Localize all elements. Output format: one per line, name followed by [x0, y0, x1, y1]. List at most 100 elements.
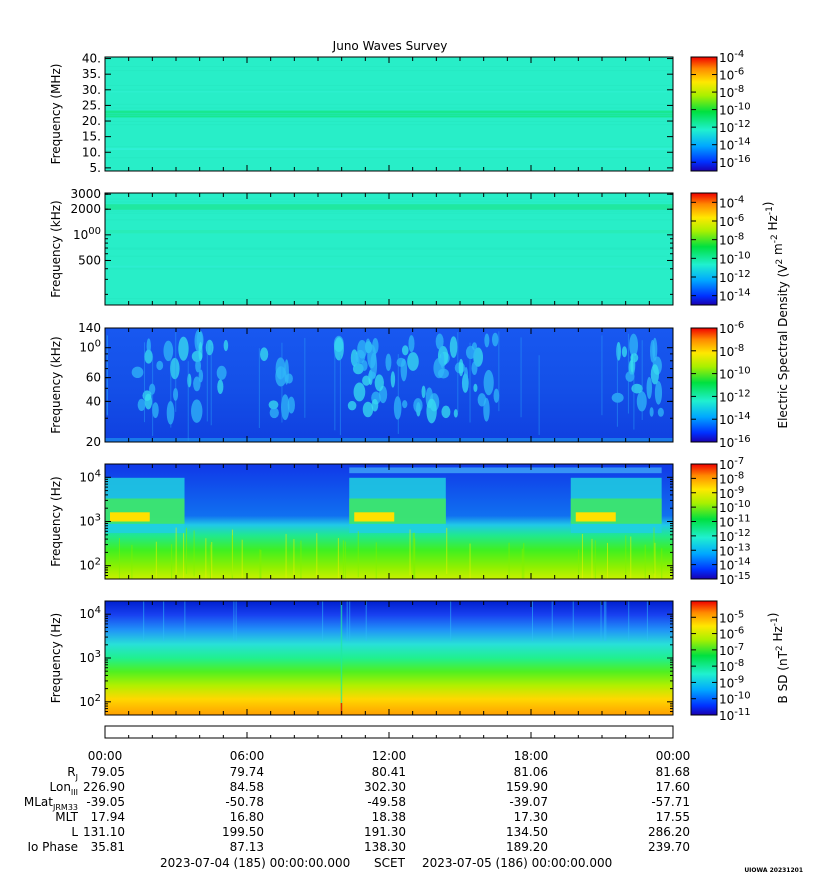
ephemeris-value: 159.90: [506, 780, 548, 794]
y-tick-label: 10.: [82, 145, 101, 159]
y-tick-label: 103: [79, 649, 101, 665]
y-tick-label: 20: [86, 435, 101, 449]
y-tick-label: 103: [79, 513, 101, 529]
colorbar-2: 10-4 10-6 10-8 10-10 10-12 10-14 Electric Spec…: [690, 192, 790, 429]
colorbar-tick-label: 10-6: [719, 626, 744, 642]
ephemeris-value: 79.05: [90, 765, 125, 779]
y-tick-label: 500: [78, 253, 101, 267]
time-label: 00:00: [655, 749, 691, 763]
ephemeris-value: 17.30: [513, 810, 548, 824]
ephemeris-value: 286.20: [648, 825, 690, 839]
colorbar-tick-label: 10-10: [719, 366, 751, 382]
colorbar-tick-label: 10-8: [719, 343, 744, 359]
y-tick-label: 102: [79, 693, 101, 709]
ephemeris-value: 191.30: [364, 825, 406, 839]
row-label-lon: LonIII: [49, 780, 79, 797]
colorbar-tick-label: 10-15: [719, 571, 751, 587]
colorbar-tick-label: 10-6: [719, 320, 744, 336]
ephemeris-value: 239.70: [648, 840, 690, 854]
colorbar-tick-label: 10-16: [719, 154, 751, 170]
colorbar-tick-label: 10-8: [719, 470, 744, 486]
figure-title: Juno Waves Survey: [332, 39, 448, 53]
time-label: 18:00: [513, 749, 549, 763]
ephemeris-value: 81.68: [655, 765, 690, 779]
y-tick-label: 104: [79, 605, 101, 621]
y-tick-label: 104: [79, 468, 101, 484]
colorbar-tick-label: 10-11: [719, 514, 751, 530]
ephemeris-value: -39.07: [509, 795, 548, 809]
ephemeris-value: -39.05: [86, 795, 125, 809]
colorbar-tick-label: 10-8: [719, 84, 744, 100]
y-axis-4: 104 103 102: [79, 463, 673, 580]
y-tick-label: 60: [86, 371, 101, 385]
footer-start: 2023-07-04 (185) 00:00:00.000: [160, 856, 351, 870]
time-label: 06:00: [229, 749, 265, 763]
ephemeris-value: 35.81: [90, 840, 125, 854]
ephemeris-value: 81.06: [513, 765, 548, 779]
colorbar-tick-label: 10-12: [719, 269, 751, 285]
y-tick-label: 20.: [82, 114, 101, 128]
ephemeris-value: 84.58: [229, 780, 264, 794]
ephemeris-value: 138.30: [364, 840, 406, 854]
spectrogram-1: [105, 57, 673, 171]
colorbar-tick-label: 10-14: [719, 137, 751, 153]
colorbar-tick-label: 10-10: [719, 250, 751, 266]
row-label-io-phase: Io Phase: [27, 840, 78, 854]
y-axis-label-1: Frequency (MHz): [49, 64, 63, 165]
colorbar-tick-label: 10-10: [719, 691, 751, 707]
y-axis-5: 104 103 102: [79, 600, 673, 716]
colorbar-4: 10-710-810-910-1010-1110-1210-1310-1410-…: [690, 456, 751, 587]
colorbar-tick-label: 10-8: [719, 658, 744, 674]
ephemeris-value: 199.50: [222, 825, 264, 839]
colorbar-tick-label: 10-10: [719, 102, 751, 118]
footer-end: 2023-07-05 (186) 00:00:00.000: [422, 856, 613, 870]
ephemeris-value: 80.41: [371, 765, 406, 779]
colorbar-tick-label: 10-12: [719, 119, 751, 135]
ephemeris-value: 302.30: [364, 780, 406, 794]
ephemeris-value: 16.80: [229, 810, 264, 824]
time-axis: [104, 725, 674, 739]
row-label-mlat: MLatJRM33: [23, 795, 78, 812]
colorbar-label-2: Electric Spectral Density (V2 m-2 Hz-1): [761, 201, 790, 428]
y-tick-label: 30.: [82, 83, 101, 97]
y-tick-label: 100: [79, 339, 101, 355]
colorbar-label-5: B SD (nT2 Hz-1): [766, 613, 790, 704]
panel-4: 104 103 102 Frequency (Hz) 10-710-810-910-10…: [49, 456, 751, 587]
ephemeris-value: -50.78: [225, 795, 264, 809]
y-tick-label: 1000: [73, 226, 101, 242]
ephemeris-value: 131.10: [83, 825, 125, 839]
ephemeris-value: -57.71: [651, 795, 690, 809]
panel-1: 5. 10.15. 20. 25.30. 35.40. Frequency (MHz) 10…: [49, 49, 751, 175]
colorbar-tick-label: 10-14: [719, 411, 751, 427]
ephemeris-value: 18.38: [371, 810, 406, 824]
y-axis-label-3: Frequency (kHz): [49, 336, 63, 433]
colorbar-tick-label: 10-8: [719, 232, 744, 248]
spectrogram-5: [105, 601, 673, 715]
row-label-l: L: [71, 825, 78, 839]
colorbar-tick-label: 10-12: [719, 388, 751, 404]
colorbar-tick-label: 10-16: [719, 434, 751, 450]
ephemeris-value: 17.94: [90, 810, 125, 824]
row-label-rj: RJ: [67, 765, 78, 782]
colorbar-tick-label: 10-6: [719, 67, 744, 83]
y-tick-label: 140: [78, 321, 101, 335]
colorbar-tick-label: 10-10: [719, 499, 751, 515]
y-axis-label-4: Frequency (Hz): [49, 476, 63, 567]
y-tick-label: 5.: [90, 161, 101, 175]
panel-3: 140 100 60 40 20 Frequency (kHz) 10-6 10-8 10-10…: [49, 320, 751, 450]
ephemeris-value: 226.90: [83, 780, 125, 794]
colorbar-tick-label: 10-13: [719, 542, 751, 558]
footer-scet: SCET: [374, 856, 405, 870]
y-tick-label: 40: [86, 394, 101, 408]
ephemeris-value: 189.20: [506, 840, 548, 854]
colorbar-tick-label: 10-7: [719, 456, 744, 472]
y-axis-3: 140 100 60 40 20: [78, 321, 673, 449]
ephemeris-value: 79.74: [229, 765, 264, 779]
y-tick-label: 35.: [82, 67, 101, 81]
